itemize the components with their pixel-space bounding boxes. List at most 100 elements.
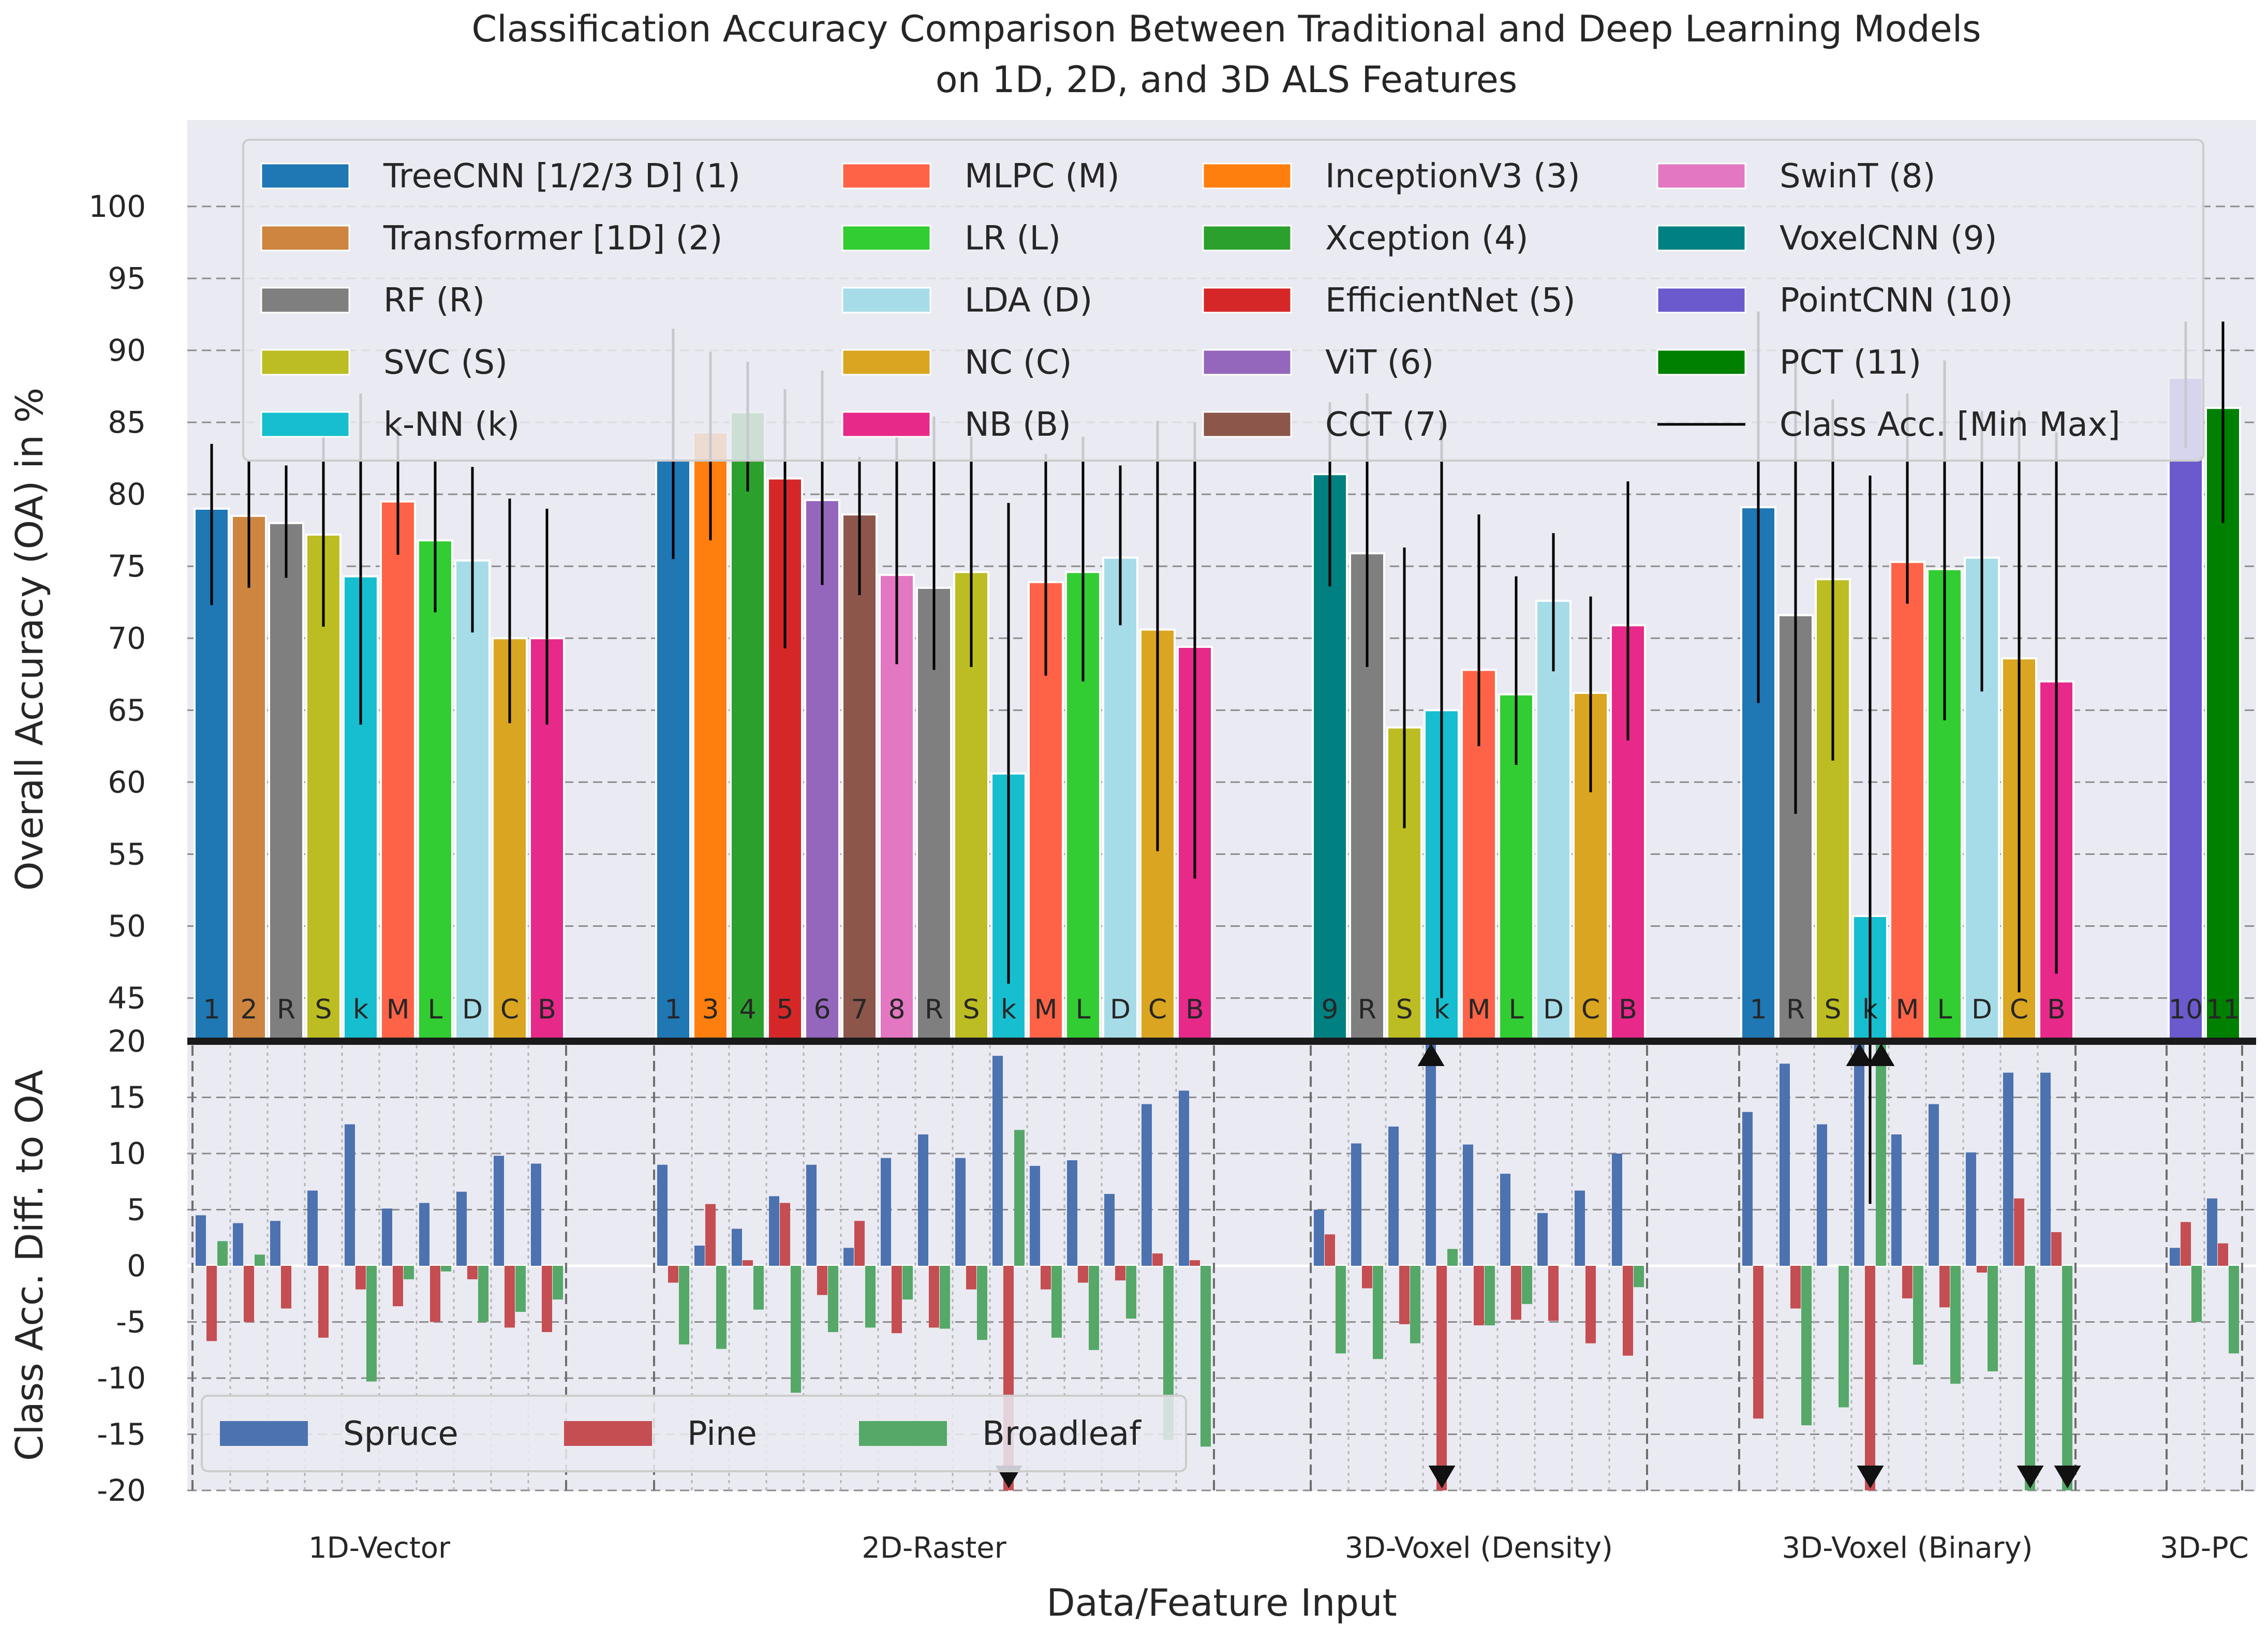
broadleaf-diff-bar: [679, 1266, 689, 1344]
bar-code-label: D: [1971, 994, 1992, 1025]
legend-swatch: [1656, 225, 1746, 252]
spruce-diff-bar: [881, 1158, 891, 1266]
legend-swatch: [841, 349, 931, 376]
spruce-diff-bar: [270, 1221, 280, 1266]
bar-code-label: C: [500, 994, 519, 1025]
oa-bar: [2168, 376, 2204, 1042]
broadleaf-diff-bar: [553, 1266, 563, 1300]
bar-code-label: 8: [888, 994, 905, 1025]
broadleaf-diff-bar: [1126, 1266, 1136, 1319]
legend-swatch: [841, 225, 931, 252]
broadleaf-diff-bar: [366, 1266, 377, 1382]
spruce-diff-bar: [2170, 1248, 2180, 1266]
bar-code-label: S: [962, 994, 980, 1025]
legend-label: Pine: [687, 1415, 757, 1453]
oa-bar: [454, 559, 491, 1042]
broadleaf-diff-bar: [753, 1266, 764, 1310]
bar-code-label: C: [1581, 994, 1600, 1025]
broadleaf-diff-bar: [255, 1254, 265, 1266]
pine-diff-bar: [817, 1266, 827, 1295]
spruce-diff-bar: [1142, 1104, 1152, 1266]
broadleaf-diff-bar: [2229, 1266, 2239, 1354]
broadleaf-diff-bar: [1950, 1266, 1961, 1384]
spruce-diff-bar: [419, 1203, 429, 1266]
spruce-diff-bar: [992, 1056, 1003, 1266]
bar-code-label: 1: [664, 994, 681, 1025]
pine-diff-bar: [1753, 1266, 1763, 1419]
pine-diff-bar: [929, 1266, 939, 1328]
spruce-diff-bar: [494, 1156, 504, 1266]
bar-code-label: R: [277, 994, 295, 1025]
pine-diff-bar: [1585, 1266, 1596, 1343]
spruce-diff-bar: [382, 1208, 392, 1266]
bar-code-label: S: [1824, 994, 1841, 1025]
spruce-diff-bar: [806, 1164, 817, 1266]
pine-diff-bar: [206, 1266, 217, 1341]
broadleaf-diff-bar: [1913, 1266, 1923, 1365]
top-y-tick-label: 50: [108, 909, 146, 944]
broadleaf-diff-bar: [1634, 1266, 1644, 1288]
pine-diff-bar: [1865, 1266, 1875, 1490]
spruce-diff-bar: [1067, 1160, 1077, 1266]
bottom-y-tick-label: -5: [116, 1305, 146, 1340]
broadleaf-diff-bar: [1336, 1266, 1346, 1354]
y-axis-title-top: Overall Accuracy (OA) in %: [8, 388, 51, 891]
legend-label: MLPC (M): [965, 157, 1120, 196]
spruce-diff-bar: [456, 1191, 467, 1266]
spruce-diff-bar: [1104, 1194, 1115, 1266]
legend-swatch: [260, 411, 350, 438]
spruce-diff-bar: [918, 1134, 928, 1266]
legend-label: Broadleaf: [982, 1415, 1142, 1453]
spruce-diff-bar: [2040, 1072, 2051, 1266]
broadleaf-diff-bar: [1522, 1266, 1532, 1304]
pine-diff-bar: [1939, 1266, 1950, 1308]
spruce-diff-bar: [233, 1223, 243, 1266]
top-y-tick-label: 80: [108, 477, 146, 512]
group-label: 1D-Vector: [308, 1531, 451, 1565]
clipped-value-arrow: [1857, 1466, 1884, 1488]
x-axis-title: Data/Feature Input: [1046, 1581, 1397, 1624]
bar-code-label: S: [1396, 994, 1413, 1025]
bar-code-label: 3: [702, 994, 719, 1025]
spruce-diff-bar: [843, 1248, 854, 1266]
legend-swatch: [260, 349, 350, 376]
oa-bar: [804, 499, 840, 1042]
clipped-value-arrow: [2017, 1466, 2044, 1488]
oa-bar: [268, 522, 304, 1042]
bar-code-label: R: [1786, 994, 1805, 1025]
pine-diff-bar: [2014, 1198, 2024, 1266]
bar-code-label: 7: [851, 994, 868, 1025]
bar-code-label: 9: [1321, 994, 1338, 1025]
spruce-diff-bar: [1742, 1112, 1753, 1266]
legend-label: NB (B): [965, 406, 1071, 444]
broadleaf-diff-bar: [404, 1266, 414, 1280]
spruce-diff-bar: [732, 1229, 742, 1266]
pine-diff-bar: [2218, 1243, 2228, 1266]
legend-swatch: [1202, 287, 1292, 314]
pine-diff-bar: [1977, 1266, 1987, 1273]
legend-swatch: [841, 162, 931, 189]
pine-diff-bar: [1325, 1234, 1335, 1266]
bar-code-label: R: [925, 994, 943, 1025]
broadleaf-diff-bar: [1373, 1266, 1383, 1359]
broadleaf-diff-bar: [2062, 1266, 2072, 1490]
bar-code-label: L: [1509, 994, 1524, 1025]
oa-bar: [380, 500, 416, 1042]
legend-label: SwinT (8): [1780, 157, 1935, 196]
broadleaf-diff-bar: [1089, 1266, 1099, 1350]
bottom-y-tick-label: 15: [108, 1080, 146, 1115]
class-legend: Spruce Pine Broadleaf: [201, 1395, 1187, 1472]
pine-diff-bar: [1399, 1266, 1410, 1324]
top-y-tick-label: 100: [88, 189, 146, 224]
broadleaf-diff-bar: [2025, 1266, 2035, 1490]
group-label: 2D-Raster: [862, 1531, 1007, 1565]
bar-code-label: k: [353, 994, 368, 1025]
spruce-diff-bar: [2003, 1072, 2013, 1266]
bottom-y-tick-label: 10: [108, 1136, 146, 1171]
spruce-diff-bar: [345, 1124, 355, 1266]
legend-label: CCT (7): [1325, 406, 1449, 444]
broadleaf-diff-bar: [828, 1266, 838, 1333]
pine-diff-bar: [705, 1204, 716, 1266]
bar-code-label: B: [1185, 994, 1204, 1025]
legend-swatch: [1202, 225, 1292, 252]
